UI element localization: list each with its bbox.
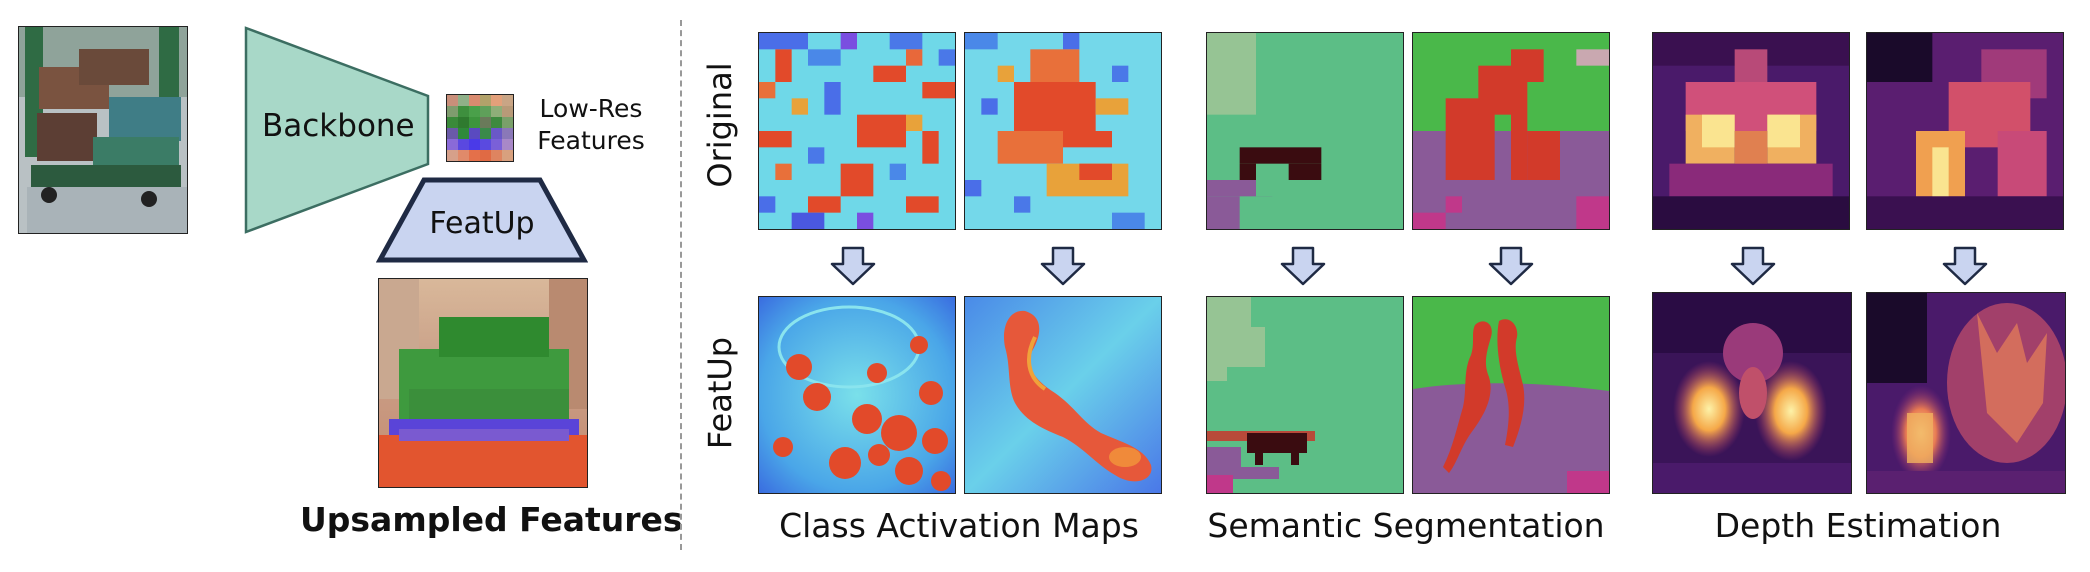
cam-original-2 [964,32,1162,230]
cam-original-1 [758,32,956,230]
caption-class-activation-maps: Class Activation Maps [779,506,1139,545]
upsampled-features-image [378,278,588,488]
seg-original-1 [1206,32,1404,230]
lowres-label-line1: Low-Res [539,94,643,123]
section-divider [680,20,682,550]
down-arrow-icon [1730,246,1776,286]
cam-featup-2 [964,296,1162,494]
depth-original-1 [1652,32,1850,230]
backbone-label: Backbone [262,108,415,144]
down-arrow-icon [1280,246,1326,286]
down-arrow-icon [1040,246,1086,286]
row-label-featup: FeatUp [701,336,739,450]
down-arrow-icon [1942,246,1988,286]
lowres-features-image [446,94,514,162]
row-label-original: Original [701,62,739,188]
seg-featup-2 [1412,296,1610,494]
caption-semantic-segmentation: Semantic Segmentation [1207,506,1605,545]
seg-original-2 [1412,32,1610,230]
backbone-block [244,26,430,234]
cam-featup-1 [758,296,956,494]
featup-label: FeatUp [429,206,535,241]
upsampled-caption: Upsampled Features [300,500,683,539]
lowres-label-line2: Features [537,126,645,155]
input-image [18,26,188,234]
down-arrow-icon [830,246,876,286]
seg-featup-1 [1206,296,1404,494]
down-arrow-icon [1488,246,1534,286]
depth-featup-1 [1652,292,1852,494]
depth-featup-2 [1866,292,2066,494]
depth-original-2 [1866,32,2064,230]
caption-depth-estimation: Depth Estimation [1714,506,2002,545]
featup-block [376,177,588,263]
